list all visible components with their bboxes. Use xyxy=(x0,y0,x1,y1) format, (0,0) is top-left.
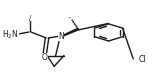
Text: /: / xyxy=(29,15,31,21)
Text: O: O xyxy=(42,53,48,62)
Text: H$_2$N: H$_2$N xyxy=(2,28,19,41)
Text: N: N xyxy=(58,32,64,41)
Text: Cl: Cl xyxy=(139,55,146,64)
Text: .: . xyxy=(68,10,71,20)
Polygon shape xyxy=(61,28,79,37)
